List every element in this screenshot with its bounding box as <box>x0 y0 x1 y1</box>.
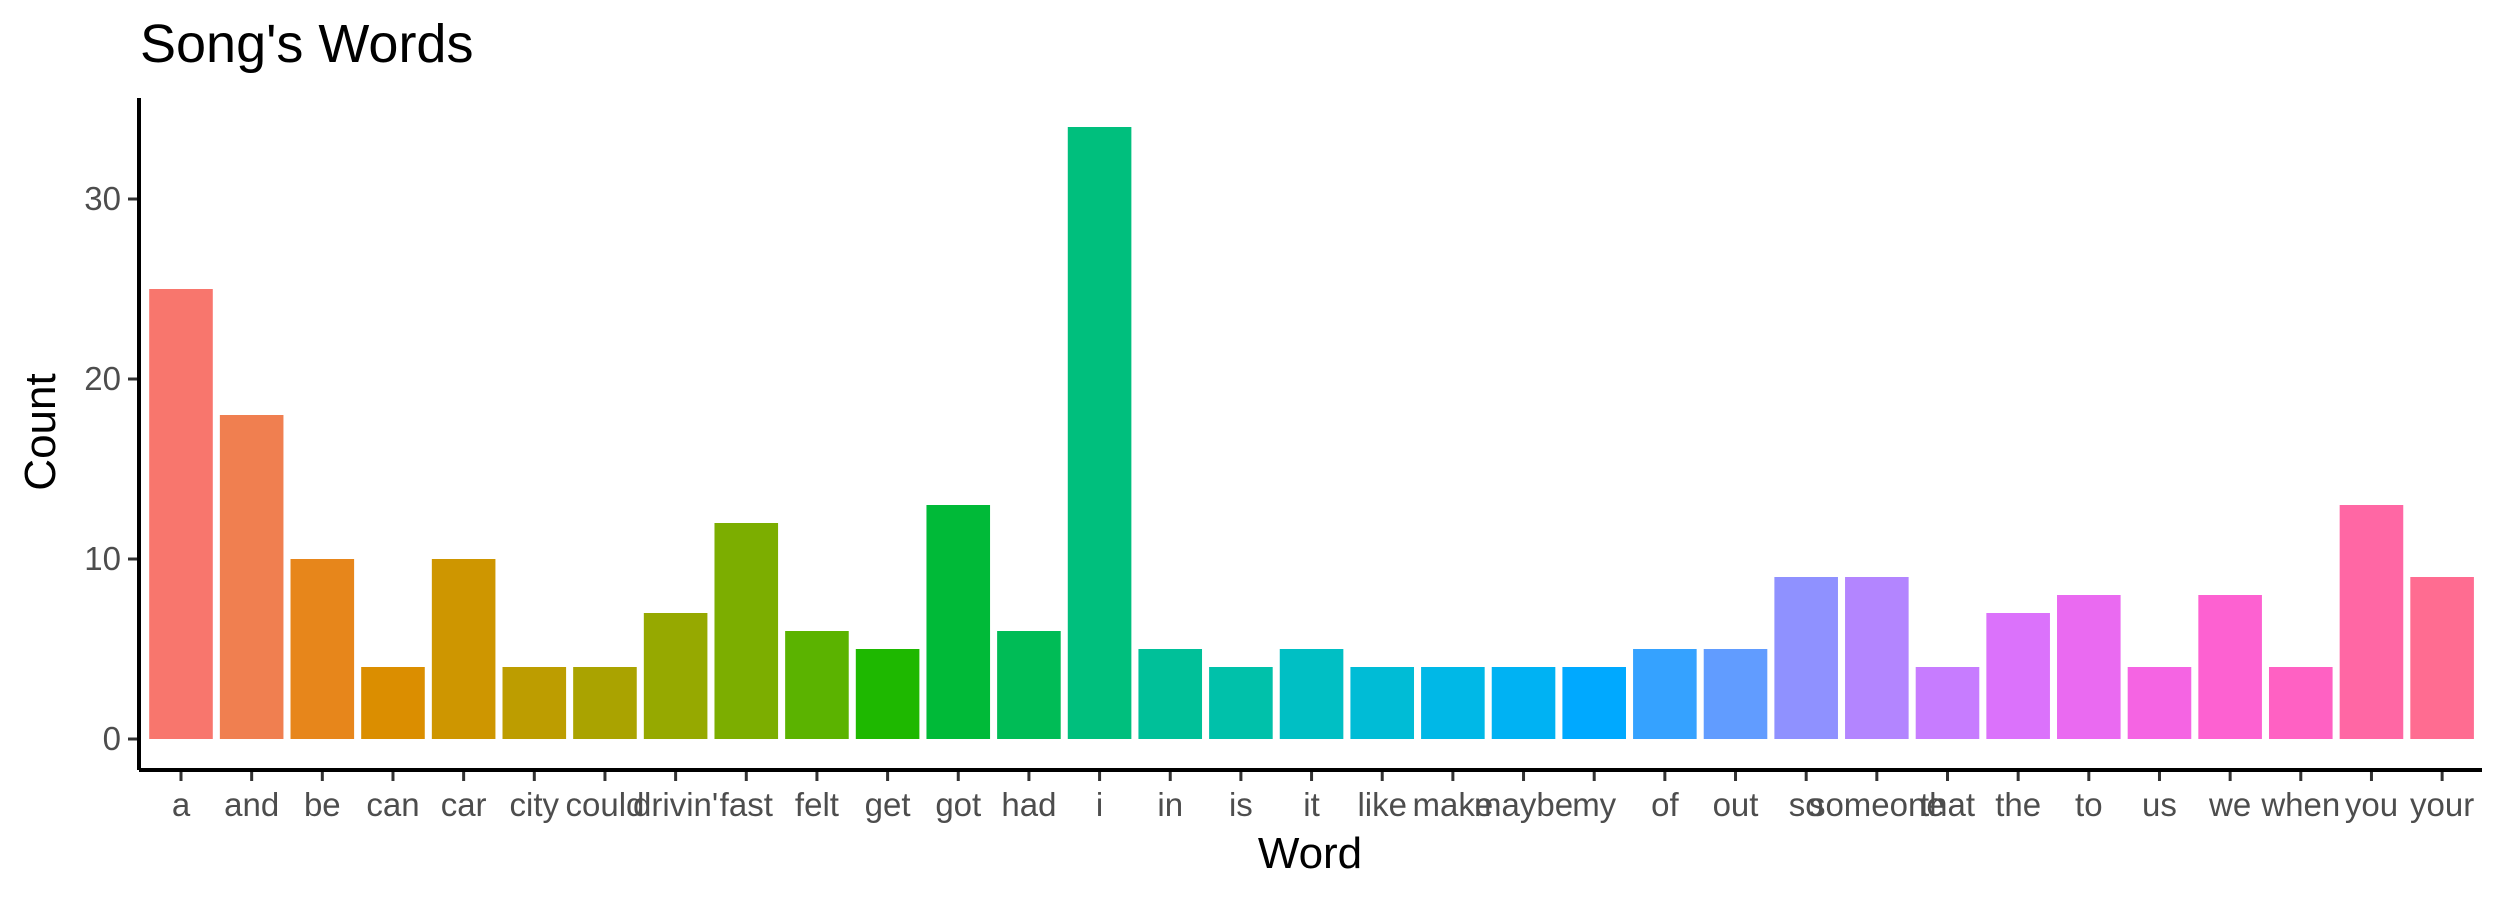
bar-a <box>149 289 213 739</box>
bars-group <box>149 127 2474 739</box>
bar-and <box>219 415 284 739</box>
y-axis-title: Count <box>16 373 65 490</box>
bar-so <box>1774 577 1838 739</box>
x-tick-label: us <box>2142 786 2177 823</box>
bar-it <box>1279 649 1344 739</box>
bar-make <box>1421 667 1485 739</box>
bar-drivin' <box>643 613 708 739</box>
x-tick-label: is <box>1229 786 1253 823</box>
x-tick-label: had <box>1001 786 1056 823</box>
bar-my <box>1562 667 1626 739</box>
x-tick-label: make <box>1413 786 1494 823</box>
x-tick-label: maybe <box>1474 786 1573 823</box>
x-tick-label: we <box>2208 786 2251 823</box>
x-tick-label: like <box>1357 786 1407 823</box>
bar-like <box>1350 667 1415 739</box>
bar-us <box>2127 667 2192 739</box>
x-tick-label: in <box>1157 786 1183 823</box>
x-tick-label: be <box>304 786 341 823</box>
bar-had <box>997 631 1061 739</box>
x-axis-title: Word <box>1258 829 1362 878</box>
chart-title: Song's Words <box>140 14 473 74</box>
y-tick-label: 0 <box>103 720 121 757</box>
x-tick-label: someone <box>1809 786 1945 823</box>
bar-could <box>573 667 637 739</box>
bar-fast <box>714 523 779 739</box>
y-tick-label: 30 <box>84 180 121 217</box>
x-tick-label: could <box>566 786 645 823</box>
bar-of <box>1633 649 1697 739</box>
y-tick-label: 20 <box>84 360 121 397</box>
x-tick-label: the <box>1995 786 2041 823</box>
bar-can <box>361 667 425 739</box>
x-tick-label: city <box>510 786 560 823</box>
x-tick-label: of <box>1651 786 1679 823</box>
bar-to <box>2057 595 2121 739</box>
x-tick-label: felt <box>795 786 839 823</box>
bar-you <box>2339 505 2404 739</box>
bar-that <box>1915 667 1980 739</box>
x-tick-label: it <box>1303 786 1320 823</box>
x-tick-label: out <box>1713 786 1759 823</box>
bar-when <box>2269 667 2333 739</box>
x-tick-label: and <box>224 786 279 823</box>
bar-is <box>1209 667 1273 739</box>
bar-got <box>926 505 991 739</box>
y-axis-ticks: 0 10 20 30 <box>84 180 139 757</box>
bar-your <box>2410 577 2474 739</box>
x-tick-label: to <box>2075 786 2103 823</box>
bar-in <box>1138 649 1203 739</box>
bar-be <box>290 559 355 739</box>
bar-i <box>1067 127 1132 739</box>
x-tick-label: when <box>2260 786 2340 823</box>
x-tick-label: you <box>2345 786 2398 823</box>
bar-the <box>1986 613 2050 739</box>
bar-maybe <box>1491 667 1556 739</box>
x-tick-label: can <box>366 786 419 823</box>
bar-get <box>855 649 920 739</box>
bar-we <box>2198 595 2262 739</box>
y-tick-label: 10 <box>84 540 121 577</box>
x-tick-label: fast <box>720 786 773 823</box>
x-tick-label: a <box>172 786 191 823</box>
x-tick-label: my <box>1572 786 1616 823</box>
bar-someone <box>1845 577 1909 739</box>
bar-city <box>502 667 567 739</box>
x-tick-label: drivin' <box>633 786 718 823</box>
bar-out <box>1703 649 1768 739</box>
bar-car <box>431 559 496 739</box>
x-tick-label: car <box>441 786 487 823</box>
x-tick-label: get <box>865 786 911 823</box>
bar-felt <box>785 631 849 739</box>
x-tick-label: that <box>1920 786 1975 823</box>
x-tick-label: got <box>935 786 981 823</box>
x-tick-label: i <box>1096 786 1103 823</box>
x-tick-label: your <box>2410 786 2474 823</box>
x-tick-label: so <box>1789 786 1824 823</box>
